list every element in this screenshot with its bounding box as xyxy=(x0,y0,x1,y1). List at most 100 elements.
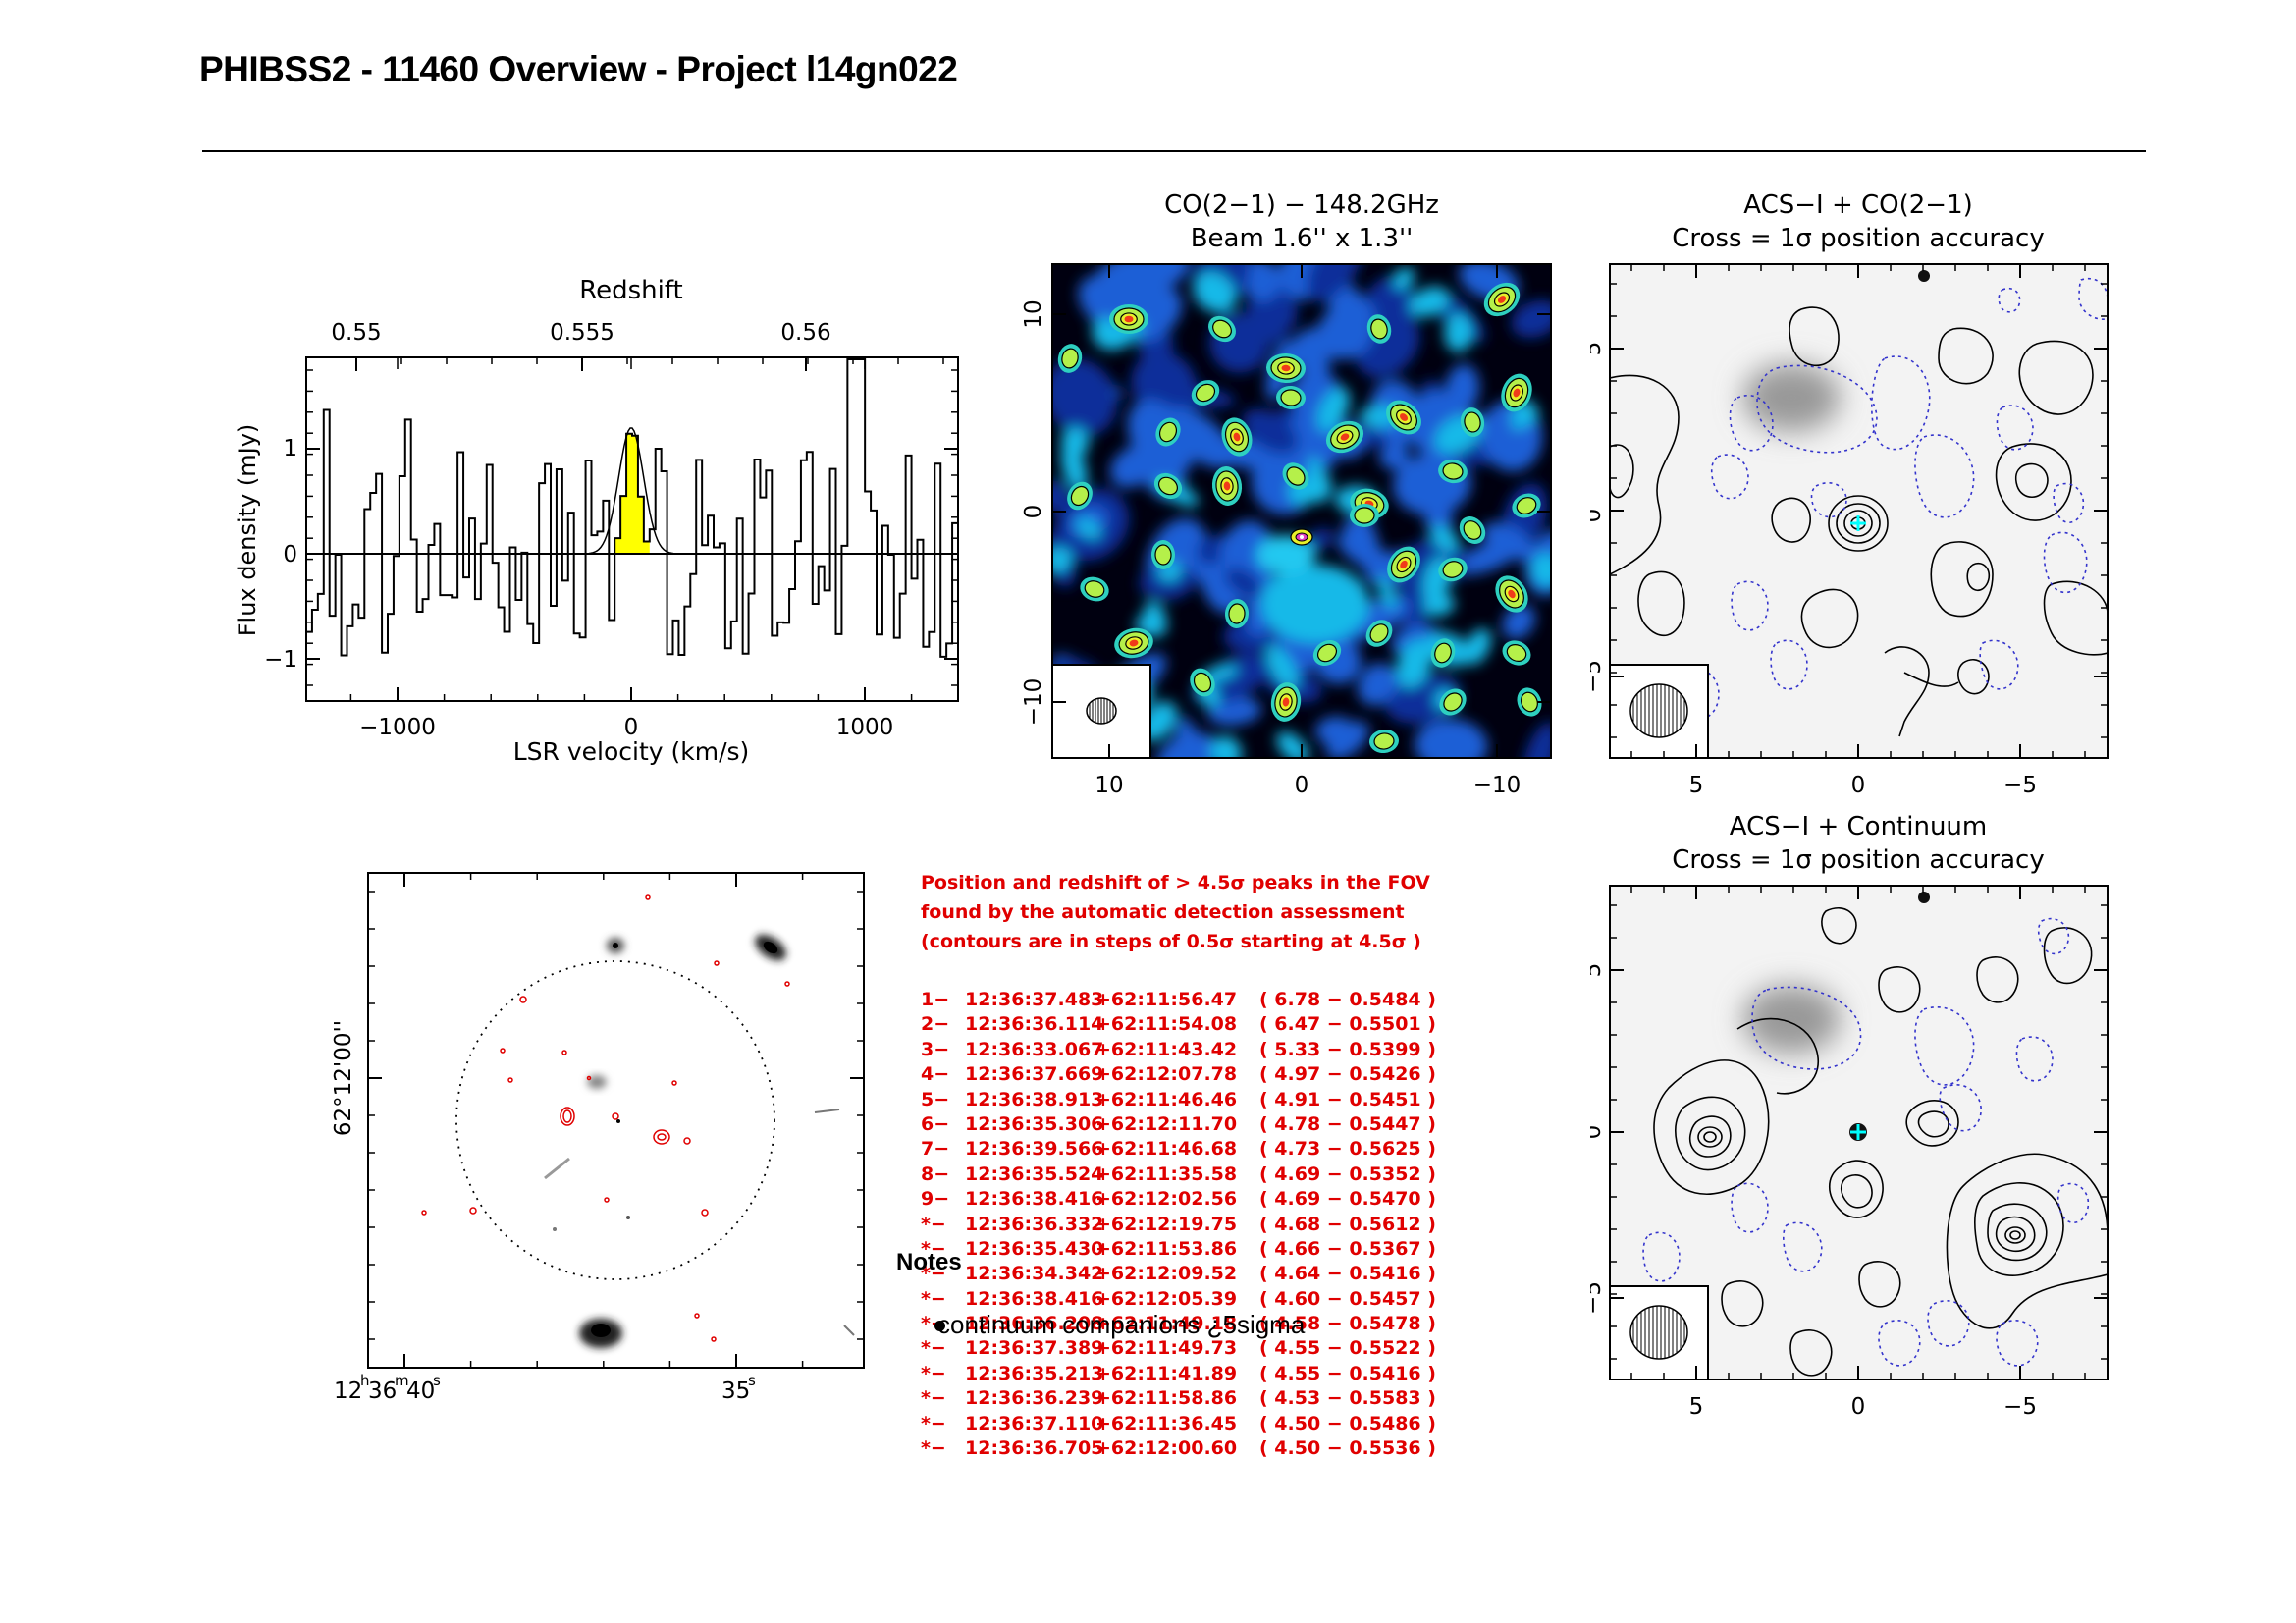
svg-text:35: 35 xyxy=(721,1379,750,1404)
peak-ra: 12:36:33.067 xyxy=(965,1038,1104,1060)
peak-row: *− 12:36:36.208 +62:11:49.18( 4.58 − 0.547… xyxy=(921,1312,1436,1336)
peak-ra: 12:36:37.110 xyxy=(965,1412,1104,1434)
peak-id: *− xyxy=(921,1263,946,1285)
peak-ra: 12:36:36.114 xyxy=(965,1013,1104,1036)
peak-snr: ( 4.66 − 0.5367 ) xyxy=(1259,1237,1436,1260)
peak-row: *− 12:36:38.416 +62:12:05.39 ( 4.60 − 0.545… xyxy=(921,1287,1436,1312)
peaks-table: Position and redshift of > 4.5σ peaks in… xyxy=(921,868,1436,1461)
peak-row: 7− 12:36:39.566 +62:11:46.68 ( 4.73 − 0.562… xyxy=(921,1137,1436,1162)
peak-row: 2− 12:36:36.114 +62:11:54.08 ( 6.47 − 0.550… xyxy=(921,1012,1436,1037)
acs-co-panel: ACS−I + CO(2−1) Cross = 1σ position accu… xyxy=(1590,191,2109,798)
peak-snr: ( 4.55 − 0.5416 ) xyxy=(1259,1362,1436,1384)
peak-id: 2− xyxy=(921,1013,950,1036)
co-x-tick: 0 xyxy=(1295,773,1309,798)
svg-text:h: h xyxy=(360,1372,370,1389)
peak-dec: +62:12:05.39 xyxy=(1095,1287,1238,1310)
fov-ticks xyxy=(368,873,864,1368)
peak-row: 9− 12:36:38.416 +62:12:02.56 ( 4.69 − 0.547… xyxy=(921,1187,1436,1212)
svg-text:12: 12 xyxy=(334,1379,362,1404)
svg-text:m: m xyxy=(395,1372,409,1389)
peak-id: *− xyxy=(921,1213,946,1235)
notes-bullet xyxy=(934,1321,945,1331)
acs-cont-x-tick: 0 xyxy=(1851,1394,1866,1420)
peak-row: 8− 12:36:35.524 +62:11:35.58 ( 4.69 − 0.535… xyxy=(921,1163,1436,1187)
peak-row: 4− 12:36:37.669 +62:12:07.78 ( 4.97 − 0.542… xyxy=(921,1062,1436,1087)
peak-dec: +62:11:35.58 xyxy=(1095,1163,1238,1185)
peak-id: 7− xyxy=(921,1138,950,1161)
peak-snr: ( 4.68 − 0.5612 ) xyxy=(1259,1213,1436,1235)
acs-cont-contours xyxy=(1642,892,2108,1377)
peak-snr: ( 4.50 − 0.5486 ) xyxy=(1259,1412,1436,1434)
galaxy-blob xyxy=(1742,363,1841,432)
peak-dec: +62:12:09.52 xyxy=(1095,1263,1238,1285)
peaks-intro-line: (contours are in steps of 0.5σ starting … xyxy=(921,931,1421,952)
acs-co-y-tick: 5 xyxy=(1590,342,1606,356)
peak-snr: ( 4.50 − 0.5536 ) xyxy=(1259,1437,1436,1460)
peak-snr: ( 6.78 − 0.5484 ) xyxy=(1259,989,1436,1010)
peak-row: *− 12:36:37.110 +62:11:36.45 ( 4.50 − 0.548… xyxy=(921,1412,1436,1436)
acs-cont-x-tick: −5 xyxy=(2003,1394,2037,1420)
acs-co-x-tick: 5 xyxy=(1689,773,1704,798)
peak-snr: ( 4.69 − 0.5470 ) xyxy=(1259,1188,1436,1211)
fov-frame xyxy=(367,872,865,1369)
peak-snr: ( 4.58 − 0.5478 ) xyxy=(1259,1313,1436,1335)
acs-co-ticks xyxy=(1610,264,2108,758)
acs-cont-beam-inset xyxy=(1609,1285,1709,1380)
acs-co-subtitle: Cross = 1σ position accuracy xyxy=(1672,224,2044,253)
peak-row: *− 12:36:34.342 +62:12:09.52 ( 4.64 − 0.541… xyxy=(921,1262,1436,1286)
peak-row: 3− 12:36:33.067 +62:11:43.42 ( 5.33 − 0.539… xyxy=(921,1038,1436,1062)
redshift-tick: 0.56 xyxy=(780,320,830,346)
peak-row: *− 12:36:35.430 +62:11:53.86 ( 4.66 − 0.536… xyxy=(921,1237,1436,1262)
peak-ra: 12:36:38.913 xyxy=(965,1088,1104,1110)
fov-ra-label-right: 35 s xyxy=(721,1372,756,1404)
peak-dec: +62:11:54.08 xyxy=(1095,1013,1238,1036)
peak-dec: +62:11:53.86 xyxy=(1095,1237,1238,1260)
peak-snr: ( 4.55 − 0.5522 ) xyxy=(1259,1337,1436,1360)
peak-id: 4− xyxy=(921,1063,950,1086)
fov-sources xyxy=(421,894,855,1348)
redshift-tick: 0.55 xyxy=(331,320,381,346)
peak-ra: 12:36:37.669 xyxy=(965,1063,1104,1086)
spectrum-ylabel: Flux density (mJy) xyxy=(234,424,261,637)
flux-tick: 0 xyxy=(283,542,297,568)
spectrum-xlabel: LSR velocity (km/s) xyxy=(513,737,750,766)
star-blob xyxy=(1918,270,1930,282)
svg-text:36: 36 xyxy=(368,1379,397,1404)
peak-dec: +62:12:07.78 xyxy=(1095,1063,1238,1086)
acs-co-contours xyxy=(1610,270,2108,737)
co-beam-inset xyxy=(1051,664,1151,759)
peak-id: *− xyxy=(921,1437,946,1460)
acs-cont-panel: ACS−I + Continuum Cross = 1σ position ac… xyxy=(1590,813,2109,1420)
peak-ra: 12:36:37.483 xyxy=(965,989,1104,1010)
peak-id: 1− xyxy=(921,989,950,1010)
peak-snr: ( 4.78 − 0.5447 ) xyxy=(1259,1112,1436,1135)
peak-id: 3− xyxy=(921,1038,950,1060)
spectrum-histogram xyxy=(306,358,958,658)
co-y-tick: 10 xyxy=(1021,299,1046,328)
co-map-beam: Beam 1.6'' x 1.3'' xyxy=(1191,224,1414,253)
spectrum-panel: Redshift 0.55 0.555 0.56 1 0 −1 −1000 0 … xyxy=(234,276,959,766)
star-blob xyxy=(1918,892,1930,903)
peak-dec: +62:11:46.46 xyxy=(1095,1088,1238,1110)
velocity-tick: 1000 xyxy=(836,715,894,740)
acs-co-y-tick: 0 xyxy=(1590,509,1606,523)
co-y-tick: 0 xyxy=(1021,505,1046,519)
peak-dec: +62:12:11.70 xyxy=(1095,1112,1238,1135)
peak-ra: 12:36:35.430 xyxy=(965,1237,1104,1260)
peak-row: 6− 12:36:35.306 +62:12:11.70 ( 4.78 − 0.544… xyxy=(921,1112,1436,1137)
peak-snr: ( 4.53 − 0.5583 ) xyxy=(1259,1387,1436,1410)
peak-snr: ( 4.91 − 0.5451 ) xyxy=(1259,1088,1436,1110)
peak-dec: +62:11:56.47 xyxy=(1095,989,1238,1010)
peak-snr: ( 4.97 − 0.5426 ) xyxy=(1259,1063,1436,1086)
acs-cont-y-tick: 0 xyxy=(1590,1125,1606,1140)
peak-dec: +62:11:49.18 xyxy=(1095,1313,1238,1335)
peak-snr: ( 4.64 − 0.5416 ) xyxy=(1259,1263,1436,1285)
peak-snr: ( 4.60 − 0.5457 ) xyxy=(1259,1287,1436,1310)
title-rule xyxy=(202,150,2146,152)
peak-ra: 12:36:35.213 xyxy=(965,1362,1104,1384)
peak-snr: ( 6.47 − 0.5501 ) xyxy=(1259,1013,1436,1036)
co-x-tick: 10 xyxy=(1095,773,1123,798)
peak-dec: +62:12:00.60 xyxy=(1095,1437,1238,1460)
peak-id: 6− xyxy=(921,1112,950,1135)
peak-id: *− xyxy=(921,1387,946,1410)
